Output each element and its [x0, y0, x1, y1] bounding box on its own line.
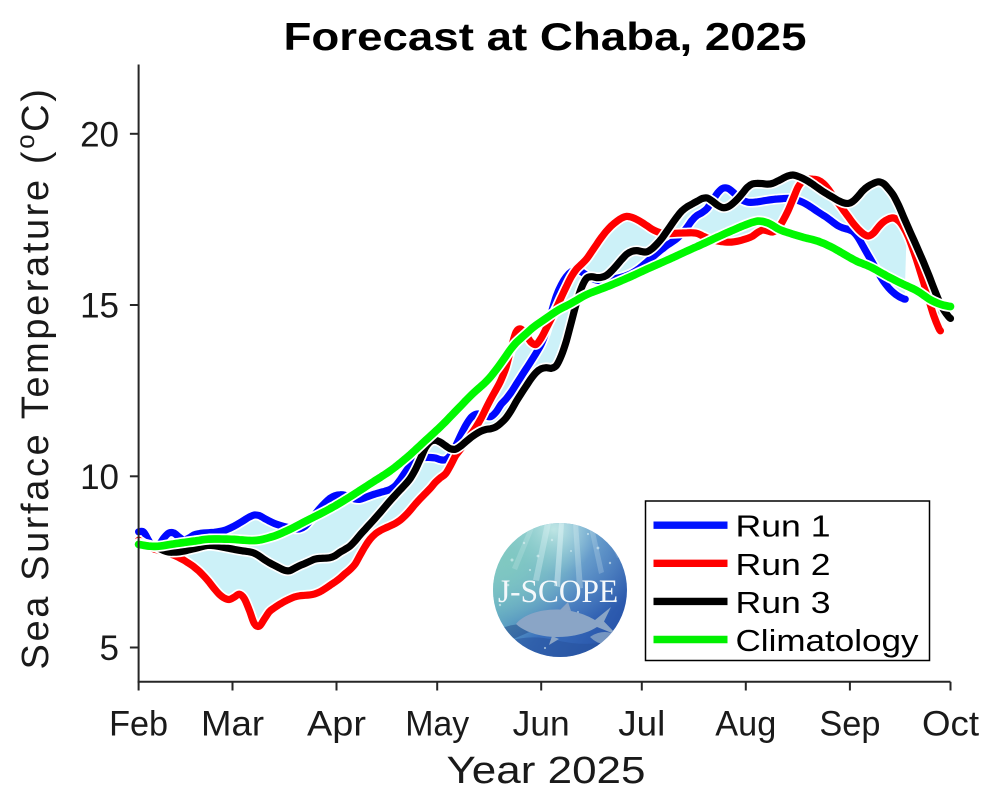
svg-text:Run 1: Run 1	[736, 509, 831, 544]
svg-text:Oct: Oct	[922, 705, 979, 744]
svg-text:Apr: Apr	[307, 705, 366, 744]
svg-text:Jul: Jul	[618, 705, 665, 744]
svg-text:Climatology: Climatology	[736, 623, 920, 658]
svg-text:May: May	[405, 705, 469, 744]
svg-text:Year 2025: Year 2025	[447, 750, 646, 792]
svg-text:Aug: Aug	[715, 705, 776, 744]
svg-text:Forecast at Chaba, 2025: Forecast at Chaba, 2025	[284, 16, 807, 59]
svg-text:Jun: Jun	[513, 705, 570, 744]
svg-text:Run 2: Run 2	[736, 547, 831, 582]
svg-text:Run 3: Run 3	[736, 585, 831, 620]
svg-text:Sep: Sep	[819, 705, 880, 744]
svg-text:5: 5	[100, 629, 119, 668]
svg-text:J-SCOPE: J-SCOPE	[498, 574, 618, 610]
svg-text:15: 15	[80, 287, 119, 326]
svg-text:Sea Surface Temperature (oC): Sea Surface Temperature (oC)	[10, 87, 57, 670]
svg-text:20: 20	[80, 115, 119, 154]
svg-text:10: 10	[80, 458, 119, 497]
svg-text:Feb: Feb	[109, 705, 168, 744]
svg-text:Mar: Mar	[201, 705, 264, 744]
